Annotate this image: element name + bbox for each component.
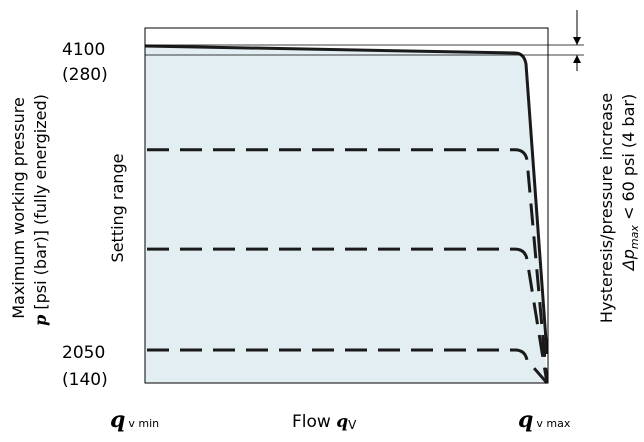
setting-curve-1	[147, 148, 549, 384]
hysteresis-arrowhead-down	[573, 37, 581, 45]
setting-range-label: Setting range	[108, 154, 127, 263]
y-axis-unit-text: [psi (bar)] (fully energized)	[31, 94, 50, 315]
setting-curve-2	[147, 247, 549, 384]
x-axis-symbol-sub: V	[348, 418, 357, 432]
pressure-curves	[144, 44, 549, 384]
setting-range-area	[145, 46, 547, 383]
x-min-symbol: q	[110, 407, 125, 433]
x-axis-title: Flow qV	[292, 412, 357, 432]
y-tick-4100: 4100	[62, 40, 105, 60]
setting-curve-3	[147, 348, 549, 384]
delta-p-sub: max	[628, 225, 641, 249]
hysteresis-label-line1: Hysteresis/pressure increase	[597, 93, 616, 323]
x-axis-symbol: q	[336, 412, 348, 432]
max-pressure-curve	[144, 44, 549, 355]
y-tick-2050: 2050	[62, 343, 105, 363]
delta-p-symbol: Δp	[619, 249, 638, 272]
hysteresis-label-line2: Δpmax < 60 psi (4 bar)	[619, 94, 641, 272]
y-axis-symbol-p: p	[31, 315, 50, 326]
hysteresis-indicator	[145, 10, 584, 71]
hysteresis-arrowhead-up	[573, 55, 581, 63]
delta-p-text: < 60 psi (4 bar)	[619, 94, 638, 225]
y-axis-title-line2: p [psi (bar)] (fully energized)	[31, 94, 50, 326]
plot-frame	[144, 27, 549, 384]
x-max-symbol: q	[518, 407, 533, 433]
y-tick-140: (140)	[62, 370, 108, 390]
y-axis-title-line1: Maximum working pressure	[9, 97, 28, 319]
x-min-sub: v min	[128, 417, 159, 430]
x-max-sub: v max	[536, 417, 570, 430]
x-axis-title-text: Flow	[292, 412, 336, 432]
y-tick-280: (280)	[62, 65, 108, 85]
